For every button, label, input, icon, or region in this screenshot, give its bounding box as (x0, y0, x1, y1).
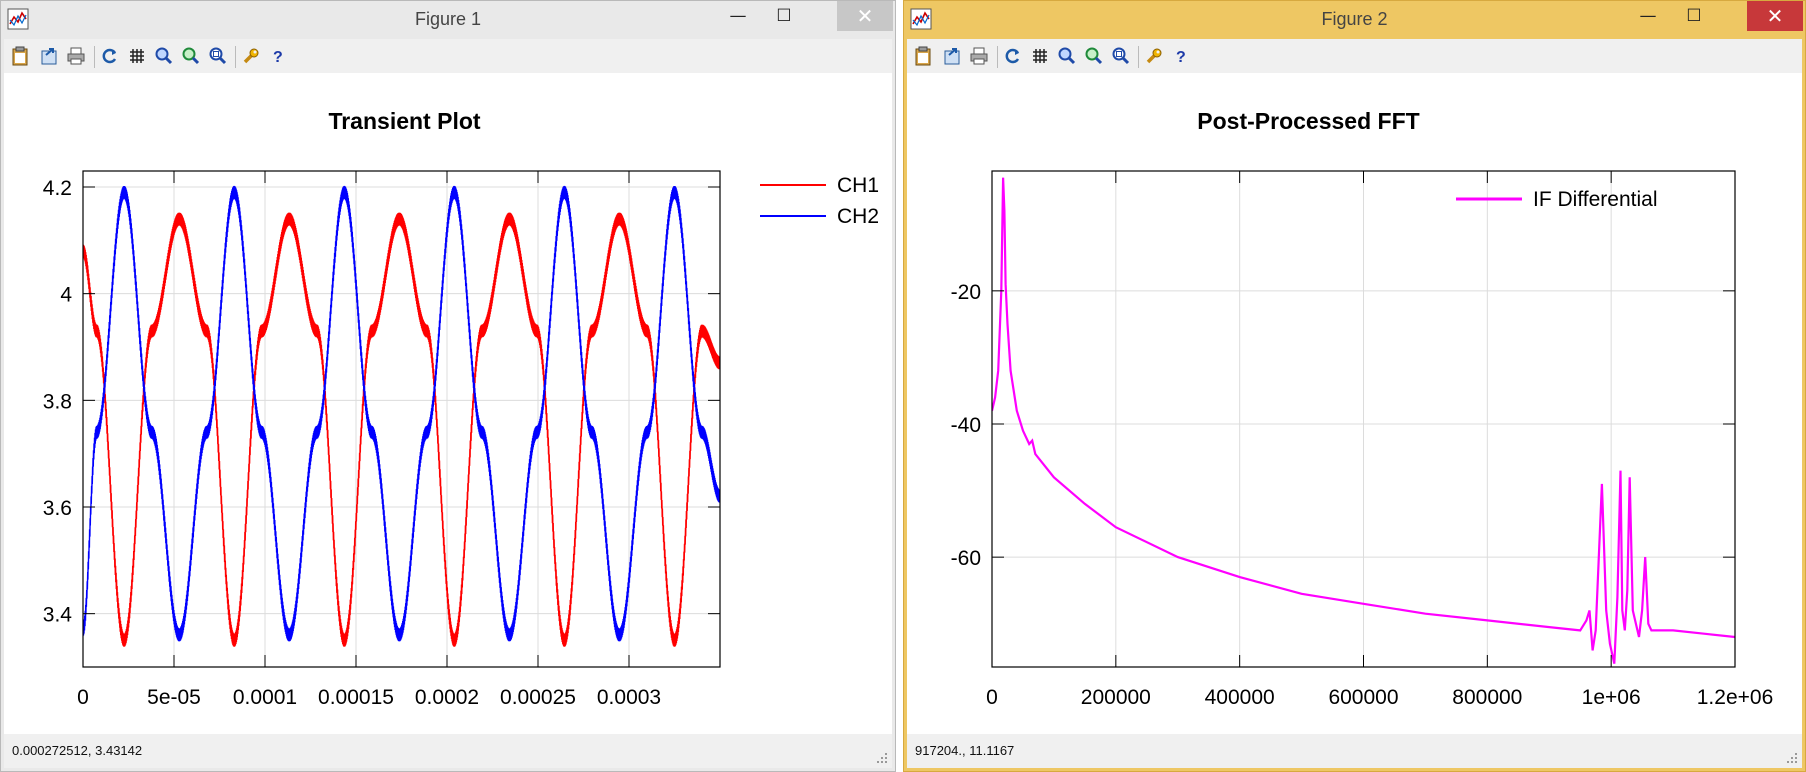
x-tick-label: 0 (986, 686, 998, 709)
export-icon[interactable] (940, 44, 964, 68)
y-tick-label: 4.2 (43, 177, 72, 200)
zoom-out-icon[interactable] (179, 44, 203, 68)
figure2-toolbar: ? (907, 39, 1802, 73)
figure2-statusbar: 917204., 11.1167 (907, 734, 1802, 768)
legend-label: CH1 (837, 174, 879, 197)
x-tick-label: 1.2e+06 (1697, 686, 1774, 709)
figure2-titlebar[interactable]: Figure 2 — ☐ ✕ (904, 1, 1805, 39)
help-icon[interactable]: ? (1169, 44, 1193, 68)
transient-plot-chart[interactable]: Transient Plot 0 5e-05 0.0001 0.00015 0.0002 0… (4, 73, 894, 735)
close-button[interactable]: ✕ (1747, 1, 1803, 31)
y-tick-label: 4 (60, 284, 72, 307)
clipboard-copy-icon[interactable] (8, 44, 32, 68)
figure1-plot-area[interactable]: Transient Plot 0 5e-05 0.0001 0.00015 0.0002 0… (4, 73, 892, 735)
maximize-button[interactable]: ☐ (1686, 6, 1702, 26)
series-line-ch2 (83, 185, 720, 642)
x-tick-label: 0.0002 (415, 686, 479, 709)
grid-icon[interactable] (125, 44, 149, 68)
y-tick-label: -40 (951, 414, 981, 437)
window-title: Figure 2 (1321, 9, 1388, 29)
series-line-if-differential (992, 177, 1735, 664)
window-title: Figure 1 (414, 9, 482, 29)
x-tick-label: 1e+06 (1582, 686, 1641, 709)
y-tick-label: 3.6 (43, 497, 72, 520)
cursor-coordinates: 917204., 11.1167 (915, 743, 1015, 758)
zoom-in-icon[interactable] (152, 44, 176, 68)
refresh-icon[interactable] (1001, 44, 1025, 68)
minimize-button[interactable]: — (729, 6, 747, 26)
x-tick-label: 0.0003 (597, 686, 661, 709)
legend-label: IF Differential (1533, 188, 1658, 211)
y-tick-label: 3.8 (43, 390, 72, 413)
zoom-out-icon[interactable] (1082, 44, 1106, 68)
zoom-fit-icon[interactable] (1109, 44, 1133, 68)
chart-title: Post-Processed FFT (1197, 108, 1419, 134)
minimize-button[interactable]: — (1639, 6, 1657, 26)
x-tick-label: 400000 (1205, 686, 1275, 709)
y-tick-label: -20 (951, 281, 981, 304)
figure1-titlebar[interactable]: Figure 1 — ☐ ✕ (1, 1, 895, 39)
x-tick-label: 5e-05 (147, 686, 201, 709)
x-tick-label: 0 (77, 686, 89, 709)
series-line-ch1 (83, 212, 720, 647)
print-icon[interactable] (64, 44, 88, 68)
export-icon[interactable] (37, 44, 61, 68)
x-tick-label: 800000 (1452, 686, 1522, 709)
wrench-icon[interactable] (1142, 44, 1166, 68)
figure2-window: Figure 2 — ☐ ✕ ? Post-Processed FFT 0 2000… (903, 0, 1806, 772)
chart-title: Transient Plot (328, 108, 480, 134)
grid-icon[interactable] (1028, 44, 1052, 68)
x-tick-label: 0.0001 (233, 686, 297, 709)
x-tick-label: 600000 (1328, 686, 1398, 709)
svg-text:?: ? (273, 49, 283, 66)
x-tick-label: 0.00025 (500, 686, 576, 709)
figure-app-icon (910, 8, 932, 30)
plot-frame (82, 170, 721, 668)
figure1-statusbar: 0.000272512, 3.43142 (4, 734, 892, 768)
print-icon[interactable] (967, 44, 991, 68)
y-tick-label: 3.4 (43, 604, 73, 627)
y-tick-label: -60 (951, 547, 981, 570)
legend-label: CH2 (837, 205, 879, 228)
svg-text:?: ? (1176, 49, 1186, 66)
clipboard-copy-icon[interactable] (911, 44, 935, 68)
cursor-coordinates: 0.000272512, 3.43142 (12, 743, 143, 758)
maximize-button[interactable]: ☐ (776, 6, 792, 26)
refresh-icon[interactable] (98, 44, 122, 68)
wrench-icon[interactable] (239, 44, 263, 68)
zoom-fit-icon[interactable] (206, 44, 230, 68)
figure-app-icon (7, 8, 29, 30)
close-button[interactable]: ✕ (837, 1, 893, 31)
x-tick-label: 200000 (1081, 686, 1151, 709)
fft-plot-chart[interactable]: Post-Processed FFT 0 200000 400000 600000 800… (907, 73, 1804, 735)
help-icon[interactable]: ? (266, 44, 290, 68)
x-tick-label: 0.00015 (318, 686, 394, 709)
figure2-plot-area[interactable]: Post-Processed FFT 0 200000 400000 600000 800… (907, 73, 1802, 735)
figure1-window: Figure 1 — ☐ ✕ ? Transient Plot 0 5e-05 0.0… (0, 0, 896, 772)
resize-grip-icon[interactable] (876, 752, 888, 764)
zoom-in-icon[interactable] (1055, 44, 1079, 68)
figure1-toolbar: ? (4, 39, 892, 73)
resize-grip-icon[interactable] (1786, 752, 1798, 764)
